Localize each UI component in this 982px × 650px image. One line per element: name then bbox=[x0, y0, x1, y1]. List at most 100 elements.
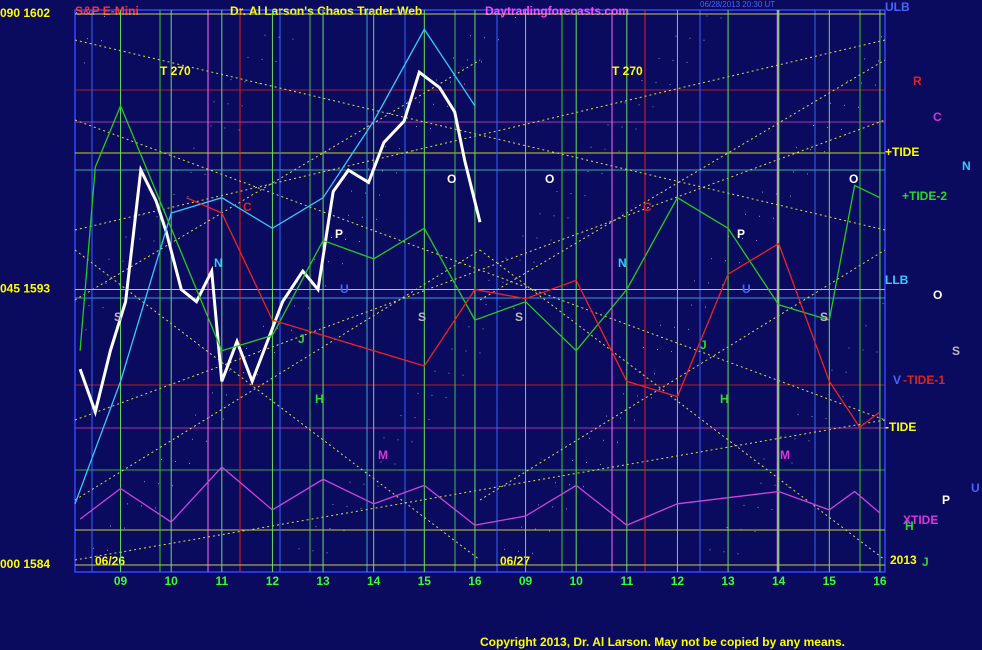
star bbox=[396, 172, 397, 174]
star bbox=[481, 61, 482, 63]
star bbox=[567, 217, 569, 219]
series-line bbox=[79, 466, 881, 526]
star bbox=[275, 60, 277, 62]
star bbox=[694, 280, 695, 282]
gann-line bbox=[74, 39, 886, 231]
star bbox=[513, 308, 515, 310]
star bbox=[190, 171, 192, 173]
star bbox=[539, 213, 541, 215]
star bbox=[264, 34, 266, 36]
annotation: U bbox=[340, 282, 349, 296]
y-tick-label: 045 1593 bbox=[0, 282, 50, 296]
star bbox=[192, 438, 193, 440]
star bbox=[246, 348, 247, 349]
star bbox=[227, 103, 229, 105]
gann-line bbox=[74, 59, 481, 301]
star bbox=[329, 528, 331, 530]
star bbox=[516, 283, 518, 285]
star bbox=[587, 170, 589, 172]
annotation: J bbox=[298, 332, 305, 346]
series-line bbox=[78, 69, 482, 418]
star bbox=[844, 104, 845, 106]
star bbox=[708, 282, 709, 284]
star bbox=[238, 129, 240, 131]
star bbox=[861, 82, 862, 84]
star bbox=[87, 38, 88, 40]
gann-line bbox=[74, 419, 886, 561]
x-tick-label: 12 bbox=[671, 574, 685, 588]
star bbox=[535, 528, 536, 530]
x-tick-label: 12 bbox=[266, 574, 280, 588]
star bbox=[431, 394, 433, 396]
x-tick-label: 11 bbox=[215, 574, 228, 588]
gann-line bbox=[479, 59, 886, 301]
star bbox=[864, 58, 865, 60]
annotation: T 270 bbox=[612, 64, 643, 78]
star bbox=[654, 373, 655, 375]
star bbox=[363, 483, 365, 485]
star bbox=[428, 419, 430, 421]
star bbox=[634, 419, 635, 421]
star bbox=[125, 236, 127, 238]
star bbox=[394, 463, 396, 465]
annotation: O bbox=[545, 172, 554, 186]
star bbox=[807, 173, 808, 175]
annotation: -TIDE-1 bbox=[903, 373, 945, 387]
star bbox=[315, 526, 317, 528]
star bbox=[652, 106, 654, 108]
star bbox=[572, 460, 573, 461]
star bbox=[464, 83, 465, 85]
star bbox=[108, 258, 110, 260]
star bbox=[281, 12, 283, 14]
star bbox=[620, 417, 621, 419]
star bbox=[359, 241, 360, 242]
star bbox=[501, 15, 502, 16]
star bbox=[76, 12, 77, 13]
star bbox=[788, 486, 790, 488]
star bbox=[206, 440, 207, 442]
star bbox=[533, 261, 535, 263]
star bbox=[760, 482, 762, 484]
star bbox=[332, 503, 334, 505]
star bbox=[485, 304, 487, 306]
star bbox=[518, 550, 519, 552]
star bbox=[811, 416, 813, 418]
star bbox=[601, 172, 603, 174]
star bbox=[553, 215, 555, 217]
star bbox=[600, 464, 601, 465]
star bbox=[467, 59, 468, 61]
star bbox=[703, 39, 705, 41]
annotation: M bbox=[378, 448, 388, 462]
annotation: S bbox=[820, 310, 828, 324]
star bbox=[141, 505, 142, 507]
series-line bbox=[186, 197, 881, 429]
star bbox=[362, 216, 363, 218]
star bbox=[515, 17, 516, 18]
star bbox=[260, 350, 261, 351]
annotation: S bbox=[418, 310, 426, 324]
star bbox=[711, 258, 712, 260]
x-tick-label: 14 bbox=[367, 574, 381, 588]
star bbox=[122, 260, 124, 262]
annotation: O bbox=[933, 288, 942, 302]
gann-line bbox=[74, 249, 481, 501]
star bbox=[331, 237, 332, 238]
star bbox=[414, 417, 416, 419]
x-tick-label: 16 bbox=[873, 574, 887, 588]
annotation: +TIDE-2 bbox=[902, 189, 947, 203]
star bbox=[243, 372, 244, 374]
star bbox=[573, 168, 575, 170]
star bbox=[462, 374, 464, 376]
star bbox=[204, 173, 206, 175]
star bbox=[675, 35, 677, 37]
star bbox=[229, 370, 230, 372]
star bbox=[224, 127, 226, 129]
star bbox=[623, 393, 624, 395]
star bbox=[139, 238, 141, 240]
star bbox=[617, 441, 618, 443]
star bbox=[754, 531, 756, 533]
star bbox=[93, 547, 94, 549]
annotation: P bbox=[942, 493, 950, 507]
annotation: C bbox=[933, 110, 942, 124]
